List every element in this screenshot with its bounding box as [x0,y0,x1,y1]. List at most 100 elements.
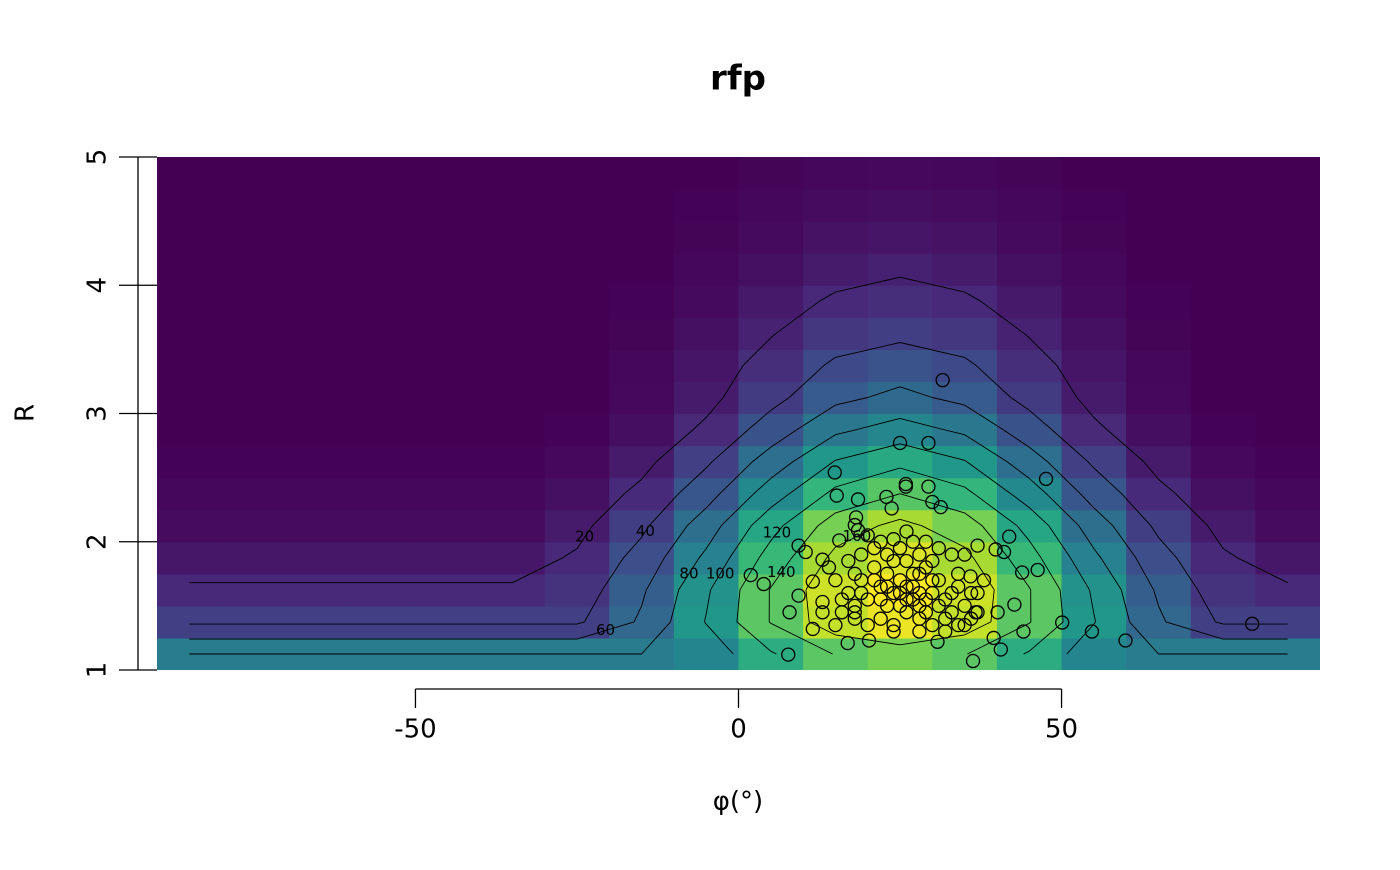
scatter-point [841,553,856,569]
heat-cell [738,605,804,639]
scatter-point [931,541,946,556]
heat-cell [1061,317,1127,350]
heat-cell [996,573,1063,607]
heat-cell [157,221,223,254]
heat-cell [350,189,417,222]
scatter-point [912,566,927,581]
heat-cell [350,509,417,543]
heat-cell [738,285,804,318]
heat-cell [996,317,1063,350]
heat-cell [350,285,417,318]
scatter-point [756,576,771,592]
heat-cell [673,285,740,318]
scatter-point [944,585,959,601]
scatter-point [743,567,758,583]
heat-cell [609,477,675,511]
heat-cell [221,445,287,479]
heat-cell [221,413,287,447]
heat-cell [221,605,287,639]
heat-cell [1255,541,1320,575]
y-axis-label: R [11,404,41,422]
scatter-point [829,488,844,503]
heat-cell [1126,189,1192,222]
scatter-point [970,585,985,601]
heat-cell [415,413,481,447]
heat-cell [1190,413,1256,447]
heat-cell [1255,189,1320,222]
heat-cell [544,541,610,575]
heat-cell [867,317,933,350]
heat-cell [867,189,933,222]
scatter-point [951,617,966,633]
heat-cell [286,349,352,383]
scatter-point [925,494,940,510]
heat-cell [609,189,675,222]
heat-cell [1190,253,1256,286]
scatter-point [925,617,940,633]
scatter-point [935,373,950,388]
scatter-point [921,479,936,494]
contour-line [189,276,1288,584]
heat-cell [996,477,1063,511]
scatter-point [798,544,813,560]
heat-cell [996,637,1063,670]
scatter-point [1007,597,1022,612]
chart-title: rfp [710,59,766,99]
scatter-point [1118,633,1133,648]
heat-cell [1126,349,1192,383]
heat-cell [1061,189,1127,222]
heat-cell [415,573,481,607]
heat-cell [157,317,223,350]
scatter-point [921,435,936,451]
heat-cell [738,317,804,350]
heat-cell [1255,221,1320,254]
y-tick-label: 4 [83,277,113,294]
heat-cell [738,477,804,511]
x-tick-label: -50 [394,715,436,745]
heat-cell [996,157,1063,190]
heat-cell [350,605,417,639]
scatter-point [1030,562,1045,578]
heat-cell [1061,477,1127,511]
heat-cell [544,509,610,543]
heat-cell [221,381,287,415]
heat-cell [609,253,675,286]
heat-cell [932,189,998,222]
heat-cell [1190,381,1256,415]
heat-cell [1190,285,1256,318]
heat-cell [1061,541,1127,575]
heat-cell [1255,253,1320,286]
heat-cell [932,221,998,254]
heat-cell [996,509,1063,543]
scatter-point [925,553,940,569]
heat-cell [738,381,804,415]
heat-cell [415,253,481,286]
heat-cell [673,317,740,350]
scatter-point [899,524,914,539]
heat-cell [1255,605,1320,639]
heat-cell [350,317,417,350]
scatter-point [1245,616,1260,631]
heat-cell [1190,317,1256,350]
scatter-point [944,547,959,562]
heat-cell [803,317,869,350]
heat-cell [544,253,610,286]
scatter-point [879,489,894,505]
heat-cell [1126,477,1192,511]
heat-cell [221,189,287,222]
heat-cell [544,477,610,511]
scatter-point [873,534,888,549]
scatter-point [933,499,948,515]
heat-cell [286,317,352,350]
scatter-point [912,624,927,639]
heat-cell [673,221,740,254]
heat-cell [157,445,223,479]
heat-cell [932,413,998,447]
heat-cell [867,381,933,415]
heat-cell [996,413,1063,447]
contour-label: 60 [596,621,615,639]
heat-cell [221,541,287,575]
heat-cell [480,285,546,318]
